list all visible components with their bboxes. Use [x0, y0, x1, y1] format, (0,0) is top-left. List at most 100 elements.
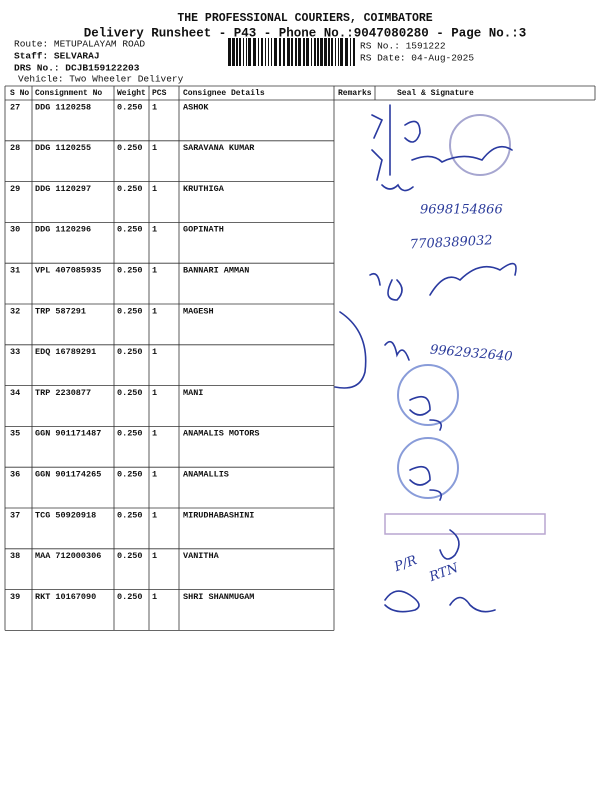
cell: 1 — [152, 306, 157, 316]
cell: MANI — [183, 388, 203, 398]
cell: 28 — [10, 143, 20, 153]
cell: 29 — [10, 184, 20, 194]
stamp — [397, 437, 459, 499]
cell: 1 — [152, 388, 157, 398]
bar-stripe — [298, 38, 301, 66]
bar-stripe — [258, 38, 259, 66]
bar-stripe — [335, 38, 336, 66]
column-header: Weight — [117, 89, 146, 98]
cell: RKT 10167090 — [35, 592, 96, 602]
column-header: PCS — [152, 89, 167, 98]
signature — [439, 529, 460, 560]
bar-stripe — [261, 38, 263, 66]
handwritten-note: RTN — [426, 561, 460, 586]
table: S No Consignment No Weight PCS Consignee Det… — [4, 85, 596, 631]
bar-stripe — [239, 38, 241, 66]
cell: 0.250 — [117, 102, 143, 112]
signatures — [334, 104, 546, 613]
cell: 0.250 — [117, 184, 143, 194]
handwritten-note: 9698154866 — [420, 203, 503, 218]
bar-stripe — [353, 38, 355, 66]
cell: 36 — [10, 469, 20, 479]
bar-stripe — [271, 38, 272, 66]
signature — [409, 395, 443, 501]
signature — [369, 262, 517, 301]
signature — [371, 104, 513, 176]
cell: ASHOK — [183, 102, 209, 112]
cell: 31 — [10, 265, 20, 275]
column-header: Consignee Details — [183, 89, 265, 98]
cell: ANAMALIS MOTORS — [183, 429, 260, 439]
column-header: Seal & Signature — [397, 89, 474, 98]
cell: 0.250 — [117, 429, 143, 439]
company: THE PROFESSIONAL COURIERS, COIMBATORE — [177, 12, 432, 25]
handwritten-note: 9962932640 — [429, 343, 513, 365]
cell: EDQ 16789291 — [35, 347, 96, 357]
column-header: S No — [10, 89, 29, 98]
cell: VANITHA — [183, 551, 220, 561]
cell: 1 — [152, 551, 157, 561]
vehicle: Vehicle: Two Wheeler Delivery — [18, 74, 184, 85]
cell: MAGESH — [183, 306, 214, 316]
barcode — [228, 38, 355, 66]
cell: VPL 407085935 — [35, 265, 101, 275]
cell: DDG 1120255 — [35, 143, 91, 153]
bar-stripe — [291, 38, 293, 66]
cell: DDG 1120297 — [35, 184, 91, 194]
cell: 1 — [152, 592, 157, 602]
bar-stripe — [279, 38, 281, 66]
cell: 1 — [152, 469, 157, 479]
bar-stripe — [265, 38, 266, 66]
cell: 0.250 — [117, 388, 143, 398]
cell: 0.250 — [117, 265, 143, 275]
bar-stripe — [331, 38, 333, 66]
handwritten-note: P/R — [391, 553, 419, 575]
cell: 38 — [10, 551, 20, 561]
cell: 1 — [152, 225, 157, 235]
column-header: Consignment No — [35, 89, 102, 98]
bar-stripe — [328, 38, 330, 66]
bar-stripe — [253, 38, 256, 66]
cell: DDG 1120296 — [35, 225, 91, 235]
signature — [371, 149, 414, 192]
cell: GOPINATH — [183, 225, 224, 235]
cell: TRP 587291 — [35, 306, 86, 316]
cell: 1 — [152, 102, 157, 112]
cell: MIRUDHABASHINI — [183, 510, 254, 520]
cell: GGN 901174265 — [35, 469, 101, 479]
cell: 0.250 — [117, 469, 143, 479]
cell: 0.250 — [117, 143, 143, 153]
bar-stripe — [338, 38, 339, 66]
cell: 27 — [10, 102, 20, 112]
stamp — [384, 513, 546, 535]
cell: ANAMALLIS — [183, 469, 229, 479]
cell: 1 — [152, 265, 157, 275]
cell: 30 — [10, 225, 20, 235]
cell: TRP 2230877 — [35, 388, 91, 398]
bar-stripe — [232, 38, 235, 66]
cell: TCG 50920918 — [35, 510, 96, 520]
bar-stripe — [268, 38, 269, 66]
cell: 1 — [152, 429, 157, 439]
signature — [334, 311, 410, 389]
cell: SHRI SHANMUGAM — [183, 592, 254, 602]
cell: 1 — [152, 510, 157, 520]
bar-stripe — [283, 38, 285, 66]
bar-stripe — [287, 38, 290, 66]
stamp — [449, 114, 511, 176]
bar-stripe — [345, 38, 348, 66]
rs-date: RS Date: 04-Aug-2025 — [360, 53, 474, 64]
bar-stripe — [246, 38, 247, 66]
bar-stripe — [350, 38, 351, 66]
bar-stripe — [303, 38, 305, 66]
cell: 35 — [10, 429, 20, 439]
bar-stripe — [324, 38, 327, 66]
signature — [384, 590, 496, 613]
staff: Staff: SELVARAJ — [14, 51, 100, 62]
bar-stripe — [306, 38, 309, 66]
bar-stripe — [295, 38, 297, 66]
rs-no: RS No.: 1591222 — [360, 41, 446, 52]
bar-stripe — [243, 38, 244, 66]
